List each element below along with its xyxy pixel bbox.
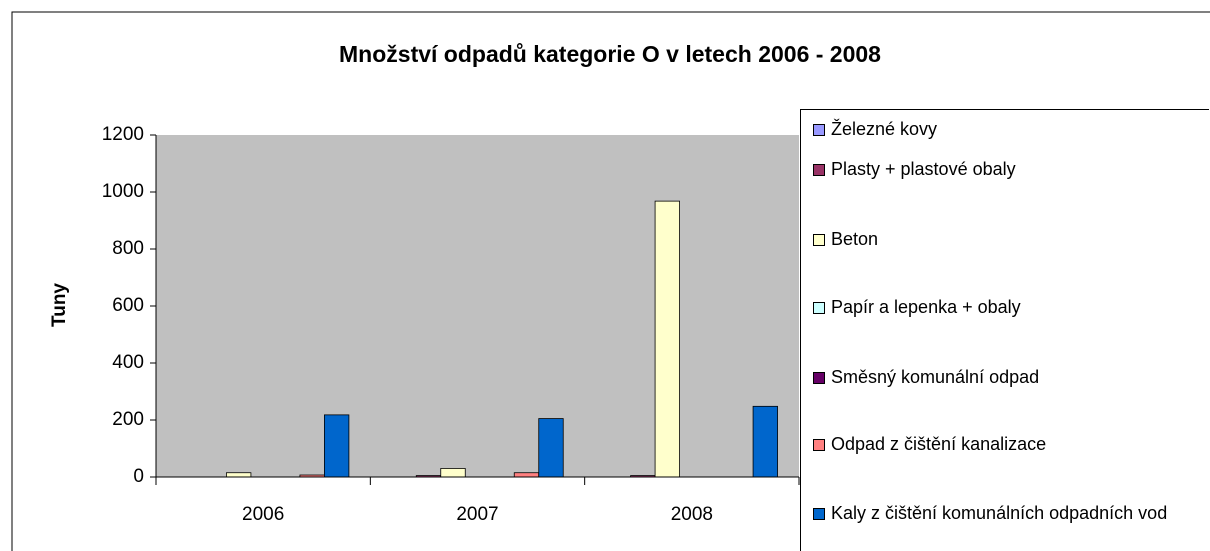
y-axis-label: Tuny xyxy=(49,283,70,327)
legend-item: Železné kovy xyxy=(813,118,1210,140)
legend-swatch xyxy=(813,164,825,176)
legend-item: Papír a lepenka + obaly xyxy=(813,296,1210,318)
legend-swatch xyxy=(813,372,825,384)
bar xyxy=(226,472,252,478)
y-tick-label: 400 xyxy=(112,352,144,373)
x-tick-label: 2008 xyxy=(671,504,713,525)
plot-area xyxy=(156,135,799,477)
legend-label: Směsný komunální odpad xyxy=(831,367,1040,387)
y-tick-label: 0 xyxy=(133,466,144,487)
legend-label: Beton xyxy=(831,229,879,249)
bar xyxy=(440,468,466,478)
legend-item: Odpad z čištění kanalizace xyxy=(813,433,1210,455)
legend-item: Kaly z čištění komunálních odpadních vod xyxy=(813,502,1210,524)
legend-label: Železné kovy xyxy=(831,119,938,139)
legend-label: Papír a lepenka + obaly xyxy=(831,297,1021,317)
legend-swatch xyxy=(813,302,825,314)
y-tick-label: 1000 xyxy=(102,181,144,202)
y-tick-label: 800 xyxy=(112,238,144,259)
bar xyxy=(324,414,350,478)
x-tick-label: 2006 xyxy=(242,504,284,525)
legend-swatch xyxy=(813,124,825,136)
legend-item: Plasty + plastové obaly xyxy=(813,158,1210,180)
y-tick-label: 200 xyxy=(112,409,144,430)
y-tick-label: 1200 xyxy=(102,124,144,145)
x-tick-label: 2007 xyxy=(456,504,498,525)
legend-label: Odpad z čištění kanalizace xyxy=(831,434,1047,454)
bar xyxy=(538,418,564,478)
bar xyxy=(513,472,540,478)
bar xyxy=(654,200,680,478)
legend-swatch xyxy=(813,234,825,246)
legend-swatch xyxy=(813,508,825,520)
legend: Železné kovy Plasty + plastové obaly Beton… xyxy=(800,109,1209,551)
legend-label: Kaly z čištění komunálních odpadních vod xyxy=(831,503,1168,523)
bar xyxy=(752,405,778,478)
y-tick-label: 600 xyxy=(112,295,144,316)
chart-title: Množství odpadů kategorie O v letech 200… xyxy=(339,41,881,67)
legend-swatch xyxy=(813,439,825,451)
legend-item: Směsný komunální odpad xyxy=(813,366,1210,388)
legend-item: Beton xyxy=(813,228,1210,250)
legend-label: Plasty + plastové obaly xyxy=(831,159,1016,179)
